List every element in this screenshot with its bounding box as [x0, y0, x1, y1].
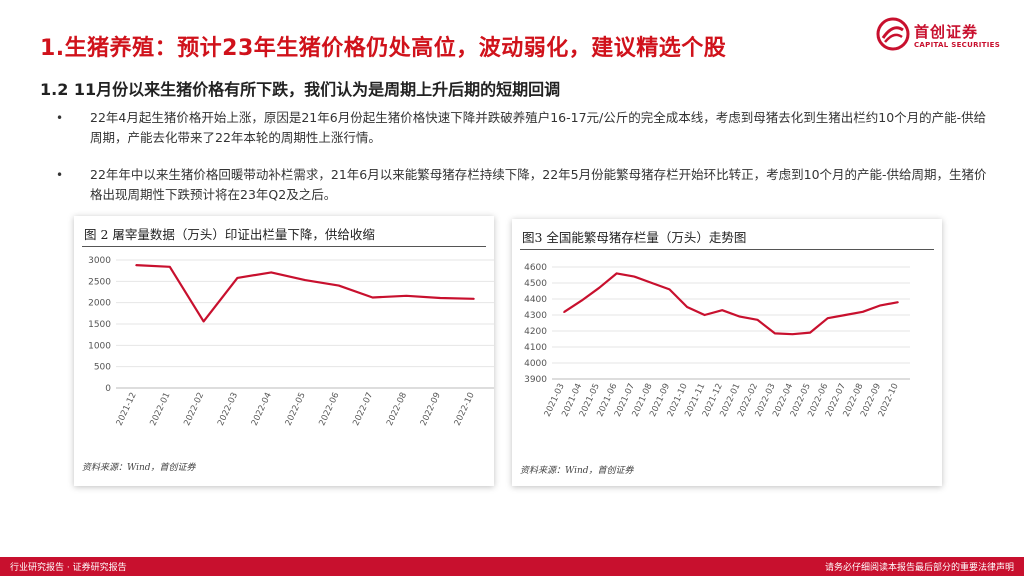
data-point	[304, 279, 306, 281]
y-tick-label: 4100	[524, 343, 547, 353]
data-point	[580, 299, 583, 302]
y-tick-label: 3000	[88, 256, 111, 266]
x-tick-label: 2022-10	[453, 391, 477, 427]
x-tick-label: 2022-01	[148, 391, 172, 427]
data-point	[774, 332, 776, 335]
x-tick-label: 2022-03	[216, 391, 240, 427]
y-tick-label: 2000	[88, 299, 111, 309]
logo-name-en: CAPITAL SECURITIES	[914, 41, 1001, 49]
data-point	[651, 282, 653, 284]
data-point	[862, 311, 864, 313]
chart-panel-sow-inventory: 图3 全国能繁母猪存栏量（万头）走势图 3900 4000 4100 4200 4300…	[512, 219, 942, 486]
y-tick-label: 4600	[524, 263, 547, 273]
sow-inventory-line-chart: 390040004100420043004400450046002021-032…	[524, 263, 910, 418]
data-point	[563, 311, 565, 313]
y-tick-label: 4400	[524, 295, 547, 305]
company-logo: 首创证券 CAPITAL SECURITIES	[876, 17, 1006, 53]
data-point	[202, 320, 205, 323]
footer-bar: 行业研究报告 · 证券研究报告 请务必仔细阅读本报告最后部分的重要法律声明	[0, 557, 1024, 576]
data-point	[371, 296, 374, 299]
footer-disclaimer: 请务必仔细阅读本报告最后部分的重要法律声明	[824, 563, 1014, 573]
y-tick-label: 4300	[524, 311, 547, 321]
chart-title-divider	[520, 249, 934, 250]
footer-left-text: 行业研究报告 · 证券研究报告	[10, 563, 127, 573]
data-point	[668, 288, 671, 291]
data-point	[826, 317, 829, 319]
y-tick-label: 3900	[524, 375, 547, 385]
x-tick-label: 2022-06	[317, 391, 341, 427]
slaughter-line-chart: 0 500 1000 1500 2000 2500 3000 2021-12 2022-01 20…	[88, 256, 494, 427]
data-point	[844, 314, 847, 316]
chart-title: 图 2 屠宰量数据（万头）印证出栏量下降，供给收缩	[84, 227, 375, 242]
data-point	[897, 301, 899, 303]
x-tick-label: 2022-07	[351, 391, 375, 427]
data-point	[703, 314, 706, 316]
data-point	[615, 272, 618, 275]
data-point	[473, 298, 475, 300]
x-tick-label: 2021-12	[115, 391, 139, 427]
y-tick-label: 4000	[524, 359, 547, 369]
data-point	[135, 264, 137, 266]
y-tick-label: 1000	[88, 341, 111, 351]
data-point	[169, 266, 171, 268]
data-point	[809, 331, 811, 334]
x-tick-label: 2022-08	[385, 391, 409, 427]
chart-title-divider	[82, 246, 486, 247]
section-subtitle: 1.2 11月份以来生猪价格有所下跌，我们认为是周期上升后期的短期回调	[40, 80, 561, 99]
bullet-marker: •	[56, 168, 64, 182]
x-tick-label: 2022-09	[419, 391, 443, 427]
chart-panel-slaughter: 图 2 屠宰量数据（万头）印证出栏量下降，供给收缩 0 500 1000 1500 20…	[74, 216, 494, 486]
data-point	[756, 319, 759, 321]
data-point	[738, 315, 741, 318]
data-point	[270, 271, 272, 274]
x-tick-label: 2022-02	[182, 391, 206, 427]
y-tick-label: 500	[94, 363, 111, 373]
chart-title: 图3 全国能繁母猪存栏量（万头）走势图	[522, 230, 747, 245]
data-point	[791, 333, 794, 335]
data-point	[633, 275, 636, 278]
data-point	[721, 309, 724, 311]
series-line	[563, 272, 899, 336]
capital-securities-logo-icon	[876, 17, 910, 51]
chart-source: 资料来源：Wind，首创证券	[82, 463, 196, 473]
bullet-marker: •	[56, 111, 64, 125]
logo-name: 首创证券	[914, 23, 979, 41]
data-point	[405, 295, 408, 297]
data-point	[598, 287, 600, 289]
data-point	[686, 306, 688, 308]
bullet-text: 22年4月起生猪价格开始上涨，原因是21年6月份起生猪价格快速下降并跌破养殖户1…	[90, 110, 987, 145]
y-tick-label: 2500	[88, 277, 111, 287]
page-title: 1.生猪养殖：预计23年生猪价格仍处高位，波动弱化，建议精选个股	[40, 36, 727, 61]
x-tick-label: 2022-05	[284, 391, 308, 427]
y-tick-label: 1500	[88, 320, 111, 330]
y-tick-label: 4200	[524, 327, 547, 337]
series-line	[135, 264, 475, 323]
data-point	[338, 284, 340, 287]
y-tick-label: 4500	[524, 279, 547, 289]
x-tick-label: 2022-04	[250, 391, 274, 427]
data-point	[236, 277, 239, 279]
data-point	[439, 297, 442, 299]
data-point	[879, 304, 882, 307]
bullet-text: 22年年中以来生猪价格回暖带动补栏需求，21年6月以来能繁母猪存栏持续下降，22…	[90, 167, 987, 202]
y-tick-label: 0	[105, 384, 111, 394]
chart-source: 资料来源：Wind，首创证券	[520, 466, 634, 476]
